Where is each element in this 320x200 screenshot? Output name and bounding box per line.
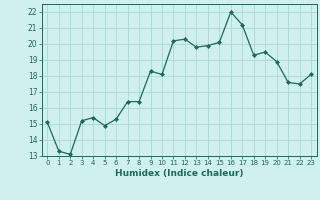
- X-axis label: Humidex (Indice chaleur): Humidex (Indice chaleur): [115, 169, 244, 178]
